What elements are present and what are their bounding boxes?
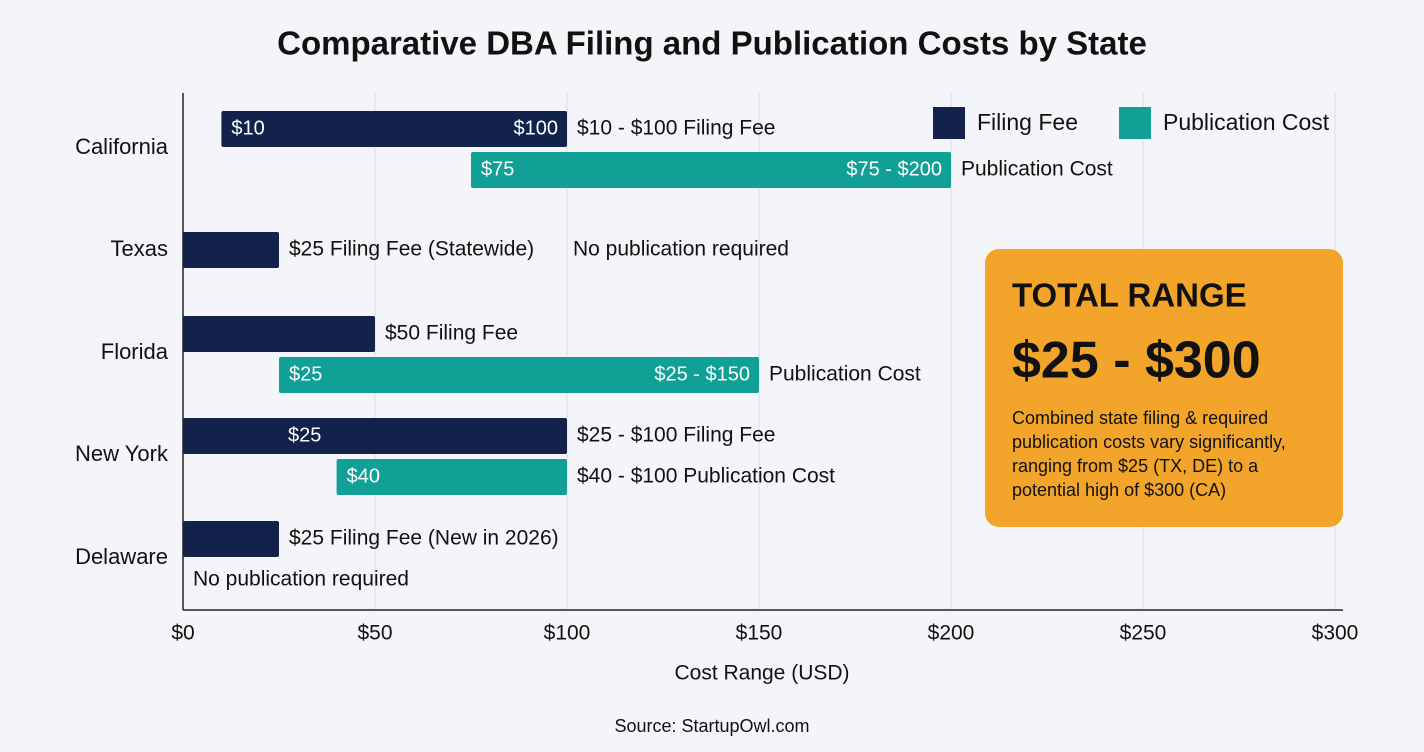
chart-title: Comparative DBA Filing and Publication C…: [277, 25, 1147, 62]
category-label: California: [75, 134, 169, 159]
source: Source: StartupOwl.com: [614, 716, 809, 736]
x-tick-label: $100: [544, 622, 591, 645]
x-tick-label: $150: [736, 622, 783, 645]
legend-swatch: [933, 107, 965, 139]
bar-note: $25 - $100 Filing Fee: [577, 424, 775, 447]
x-tick-label: $300: [1312, 622, 1359, 645]
bar: [221, 111, 567, 147]
x-axis-title: Cost Range (USD): [674, 662, 849, 685]
callout-title: TOTAL RANGE: [1012, 277, 1247, 314]
category-label: Delaware: [75, 544, 168, 569]
bar: [336, 459, 567, 495]
callout-text: publication costs vary significantly,: [1012, 432, 1286, 452]
bar: [183, 316, 375, 352]
bar-text: $25 - $150: [654, 363, 750, 385]
callout-text: ranging from $25 (TX, DE) to a: [1012, 456, 1259, 476]
bar-text: $25: [289, 363, 322, 385]
bar: [471, 152, 951, 188]
bar-text: $75: [481, 158, 514, 180]
bar-text: $75 - $200: [846, 158, 942, 180]
callout-value: $25 - $300: [1012, 332, 1261, 390]
x-tick-label: $0: [171, 622, 194, 645]
bar-text: $40: [347, 465, 380, 487]
bar-text: $100: [514, 117, 559, 139]
bar-note: $25 Filing Fee (Statewide): [289, 238, 534, 261]
bar-note: No publication required: [573, 238, 789, 261]
x-tick-label: $200: [928, 622, 975, 645]
bar-note: Publication Cost: [961, 158, 1113, 181]
callout-text: Combined state filing & required: [1012, 408, 1268, 428]
bar-note: $25 Filing Fee (New in 2026): [289, 527, 559, 550]
bar: [183, 418, 567, 454]
bar-note: No publication required: [193, 568, 409, 591]
callout-text: potential high of $300 (CA): [1012, 480, 1226, 500]
bar: [183, 232, 279, 268]
legend-swatch: [1119, 107, 1151, 139]
legend-label: Publication Cost: [1163, 109, 1330, 135]
x-tick-label: $50: [357, 622, 392, 645]
bar: [279, 357, 759, 393]
bar-note: $50 Filing Fee: [385, 322, 518, 345]
bar-note: $40 - $100 Publication Cost: [577, 465, 835, 488]
category-label: Florida: [101, 339, 169, 364]
x-tick-label: $250: [1120, 622, 1167, 645]
callout-box: [985, 249, 1343, 527]
bar: [183, 521, 279, 557]
category-label: Texas: [111, 236, 168, 261]
bar-note: Publication Cost: [769, 363, 921, 386]
bar-text: $10: [231, 117, 264, 139]
category-label: New York: [75, 441, 169, 466]
bar-text: $25: [288, 424, 321, 446]
bar-note: $10 - $100 Filing Fee: [577, 117, 775, 140]
legend-label: Filing Fee: [977, 109, 1078, 135]
